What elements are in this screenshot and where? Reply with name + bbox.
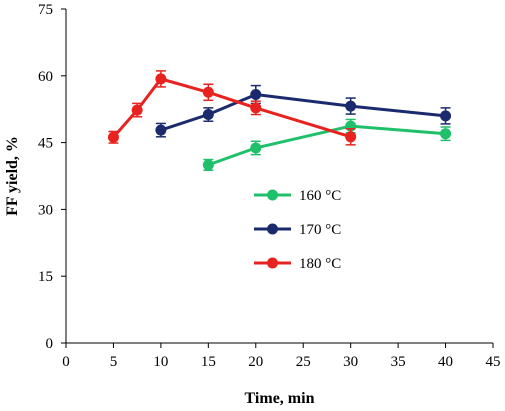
y-tick-label: 45	[38, 136, 53, 152]
x-axis-label: Time, min	[245, 390, 315, 407]
series-line	[112, 77, 352, 139]
x-tick-label: 10	[153, 354, 168, 370]
legend: 160 °C 170 °C 180 °C	[254, 188, 341, 272]
data-point	[155, 73, 167, 85]
legend-label: 180 °C	[299, 256, 341, 272]
x-tick-label: 20	[248, 354, 263, 370]
x-tick-label: 0	[62, 354, 70, 370]
y-tick-label: 75	[38, 2, 53, 18]
x-tick-label: 40	[438, 354, 453, 370]
series-line	[207, 124, 446, 167]
y-axis-label: FF yield, %	[4, 136, 21, 216]
x-tick-label: 30	[343, 354, 358, 370]
data-point	[345, 100, 357, 112]
x-tick-label: 15	[201, 354, 216, 370]
legend-label: 160 °C	[299, 188, 341, 204]
data-point	[131, 104, 143, 116]
x-tick-label: 25	[296, 354, 311, 370]
x-tick-label: 5	[110, 354, 118, 370]
legend-item: 180 °C	[254, 256, 341, 272]
data-point	[440, 110, 452, 122]
x-tick-label: 35	[391, 354, 406, 370]
legend-swatch-marker	[267, 223, 278, 235]
y-tick-label: 15	[38, 269, 53, 285]
data-point	[250, 142, 262, 154]
legend-swatch-marker	[267, 257, 278, 269]
legend-label: 170 °C	[299, 222, 341, 238]
series-2	[107, 70, 357, 146]
legend-item: 170 °C	[254, 222, 341, 238]
series-1	[155, 84, 452, 138]
y-tick-label: 60	[38, 69, 53, 85]
y-tick-label: 0	[46, 336, 54, 352]
legend-item: 160 °C	[254, 188, 341, 204]
y-tick-label: 30	[38, 202, 53, 218]
series-0	[202, 118, 452, 171]
data-point	[107, 131, 119, 143]
data-point	[440, 128, 452, 140]
x-tick-label: 45	[486, 354, 501, 370]
data-point	[345, 131, 357, 143]
data-point	[202, 159, 214, 171]
series-layer	[107, 70, 452, 171]
axes: 0 5 10 15 20 25 30 35 40 45 0 15 30 45 60 75	[38, 2, 501, 370]
data-point	[250, 89, 262, 101]
data-point	[250, 102, 262, 114]
data-point	[202, 109, 214, 121]
data-point	[202, 86, 214, 98]
legend-swatch-marker	[267, 189, 278, 201]
data-point	[155, 124, 167, 136]
